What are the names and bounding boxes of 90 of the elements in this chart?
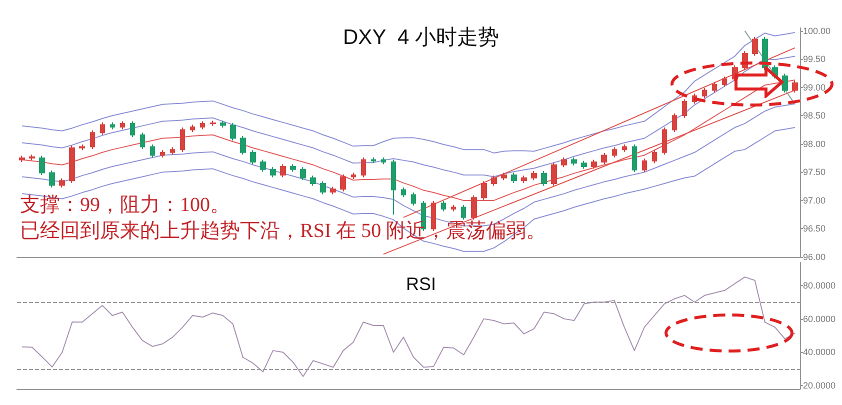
candlestick: [59, 178, 65, 188]
candlestick: [120, 120, 125, 130]
candlestick: [39, 155, 45, 176]
annotation: 已经回到原来的上升趋势下沿，RSI 在 50 附近，震荡偏弱。: [20, 220, 546, 242]
candlestick: [371, 156, 376, 164]
candlestick: [451, 204, 456, 212]
candlestick: [300, 166, 306, 181]
candlestick: [240, 136, 246, 156]
candlestick: [130, 120, 135, 138]
candlestick: [260, 159, 266, 172]
candlestick: [571, 156, 577, 166]
candlestick: [471, 194, 477, 220]
candlestick: [361, 156, 366, 178]
candlestick: [230, 122, 236, 142]
candlestick: [682, 98, 687, 118]
y-tick-label: 97.50: [803, 167, 826, 178]
y-tick-label: 80.0000: [803, 280, 836, 290]
candlestick: [401, 186, 406, 198]
y-tick-label: 99.00: [803, 82, 826, 92]
candlestick: [210, 120, 216, 126]
candlestick: [90, 130, 95, 150]
text: RSI: [406, 274, 436, 294]
candlestick: [752, 36, 758, 56]
candlestick: [100, 122, 105, 136]
candlestick: [521, 175, 527, 184]
candlestick: [190, 124, 195, 133]
y-tick-label: 60.0000: [803, 314, 836, 324]
y-tick-label: 20.0000: [803, 380, 836, 391]
candlestick: [652, 150, 657, 164]
candlestick: [612, 146, 617, 158]
candlestick: [551, 162, 557, 186]
candlestick: [110, 122, 115, 130]
candlestick: [79, 144, 85, 151]
candlestick: [391, 159, 396, 216]
candlestick: [19, 155, 25, 163]
candlestick: [441, 200, 446, 212]
candlestick: [180, 127, 185, 152]
candlestick: [220, 120, 226, 128]
candlestick: [351, 172, 356, 180]
y-tick-label: 98.50: [803, 110, 826, 121]
candlestick: [270, 166, 276, 178]
candlestick: [140, 132, 145, 150]
candlestick: [782, 73, 788, 93]
candlestick: [722, 76, 727, 88]
candlestick: [330, 186, 336, 195]
candlestick: [541, 170, 547, 186]
y-tick-label: 96.00: [803, 252, 826, 262]
candlestick: [501, 172, 507, 181]
line-series: [22, 276, 796, 377]
candlestick: [290, 164, 296, 172]
candlestick: [702, 87, 707, 99]
y-tick-label: 97.00: [803, 195, 826, 206]
candlestick: [411, 192, 416, 206]
candlestick: [632, 144, 637, 173]
candlestick: [69, 145, 75, 184]
candlestick: [49, 170, 55, 188]
y-tick-label: 100.00: [803, 26, 831, 36]
candlestick: [561, 156, 567, 168]
chart-title: DXY 4 小时走势: [343, 26, 499, 49]
candlestick: [150, 144, 155, 158]
y-tick-label: 96.50: [803, 224, 826, 234]
candlestick: [381, 156, 386, 165]
candlestick: [170, 146, 175, 156]
candlestick: [160, 150, 165, 158]
y-tick-label: 98.00: [803, 138, 826, 149]
y-tick-label: 40.0000: [803, 347, 836, 358]
candlestick: [320, 180, 326, 195]
candlestick: [662, 127, 667, 156]
candlestick: [431, 200, 436, 232]
candlestick: [601, 152, 607, 165]
candlestick: [340, 174, 346, 192]
candlestick: [672, 112, 677, 133]
candlestick: [712, 82, 717, 93]
candlestick: [581, 160, 587, 170]
candlestick: [622, 144, 627, 152]
candlestick: [250, 150, 256, 165]
candlestick: [511, 172, 517, 184]
candlestick: [792, 80, 798, 93]
candlestick: [491, 175, 497, 186]
candlestick: [531, 170, 537, 181]
candlestick: [280, 164, 286, 178]
candlestick: [310, 175, 316, 186]
y-tick-label: 99.50: [803, 54, 826, 64]
candlestick: [642, 158, 647, 173]
candlestick: [461, 204, 466, 220]
annotation: 支撑：99，阻力：100。: [20, 194, 230, 216]
candlestick: [29, 154, 35, 161]
candlestick: [481, 180, 487, 200]
candlestick: [591, 159, 597, 170]
candlestick: [200, 120, 205, 130]
